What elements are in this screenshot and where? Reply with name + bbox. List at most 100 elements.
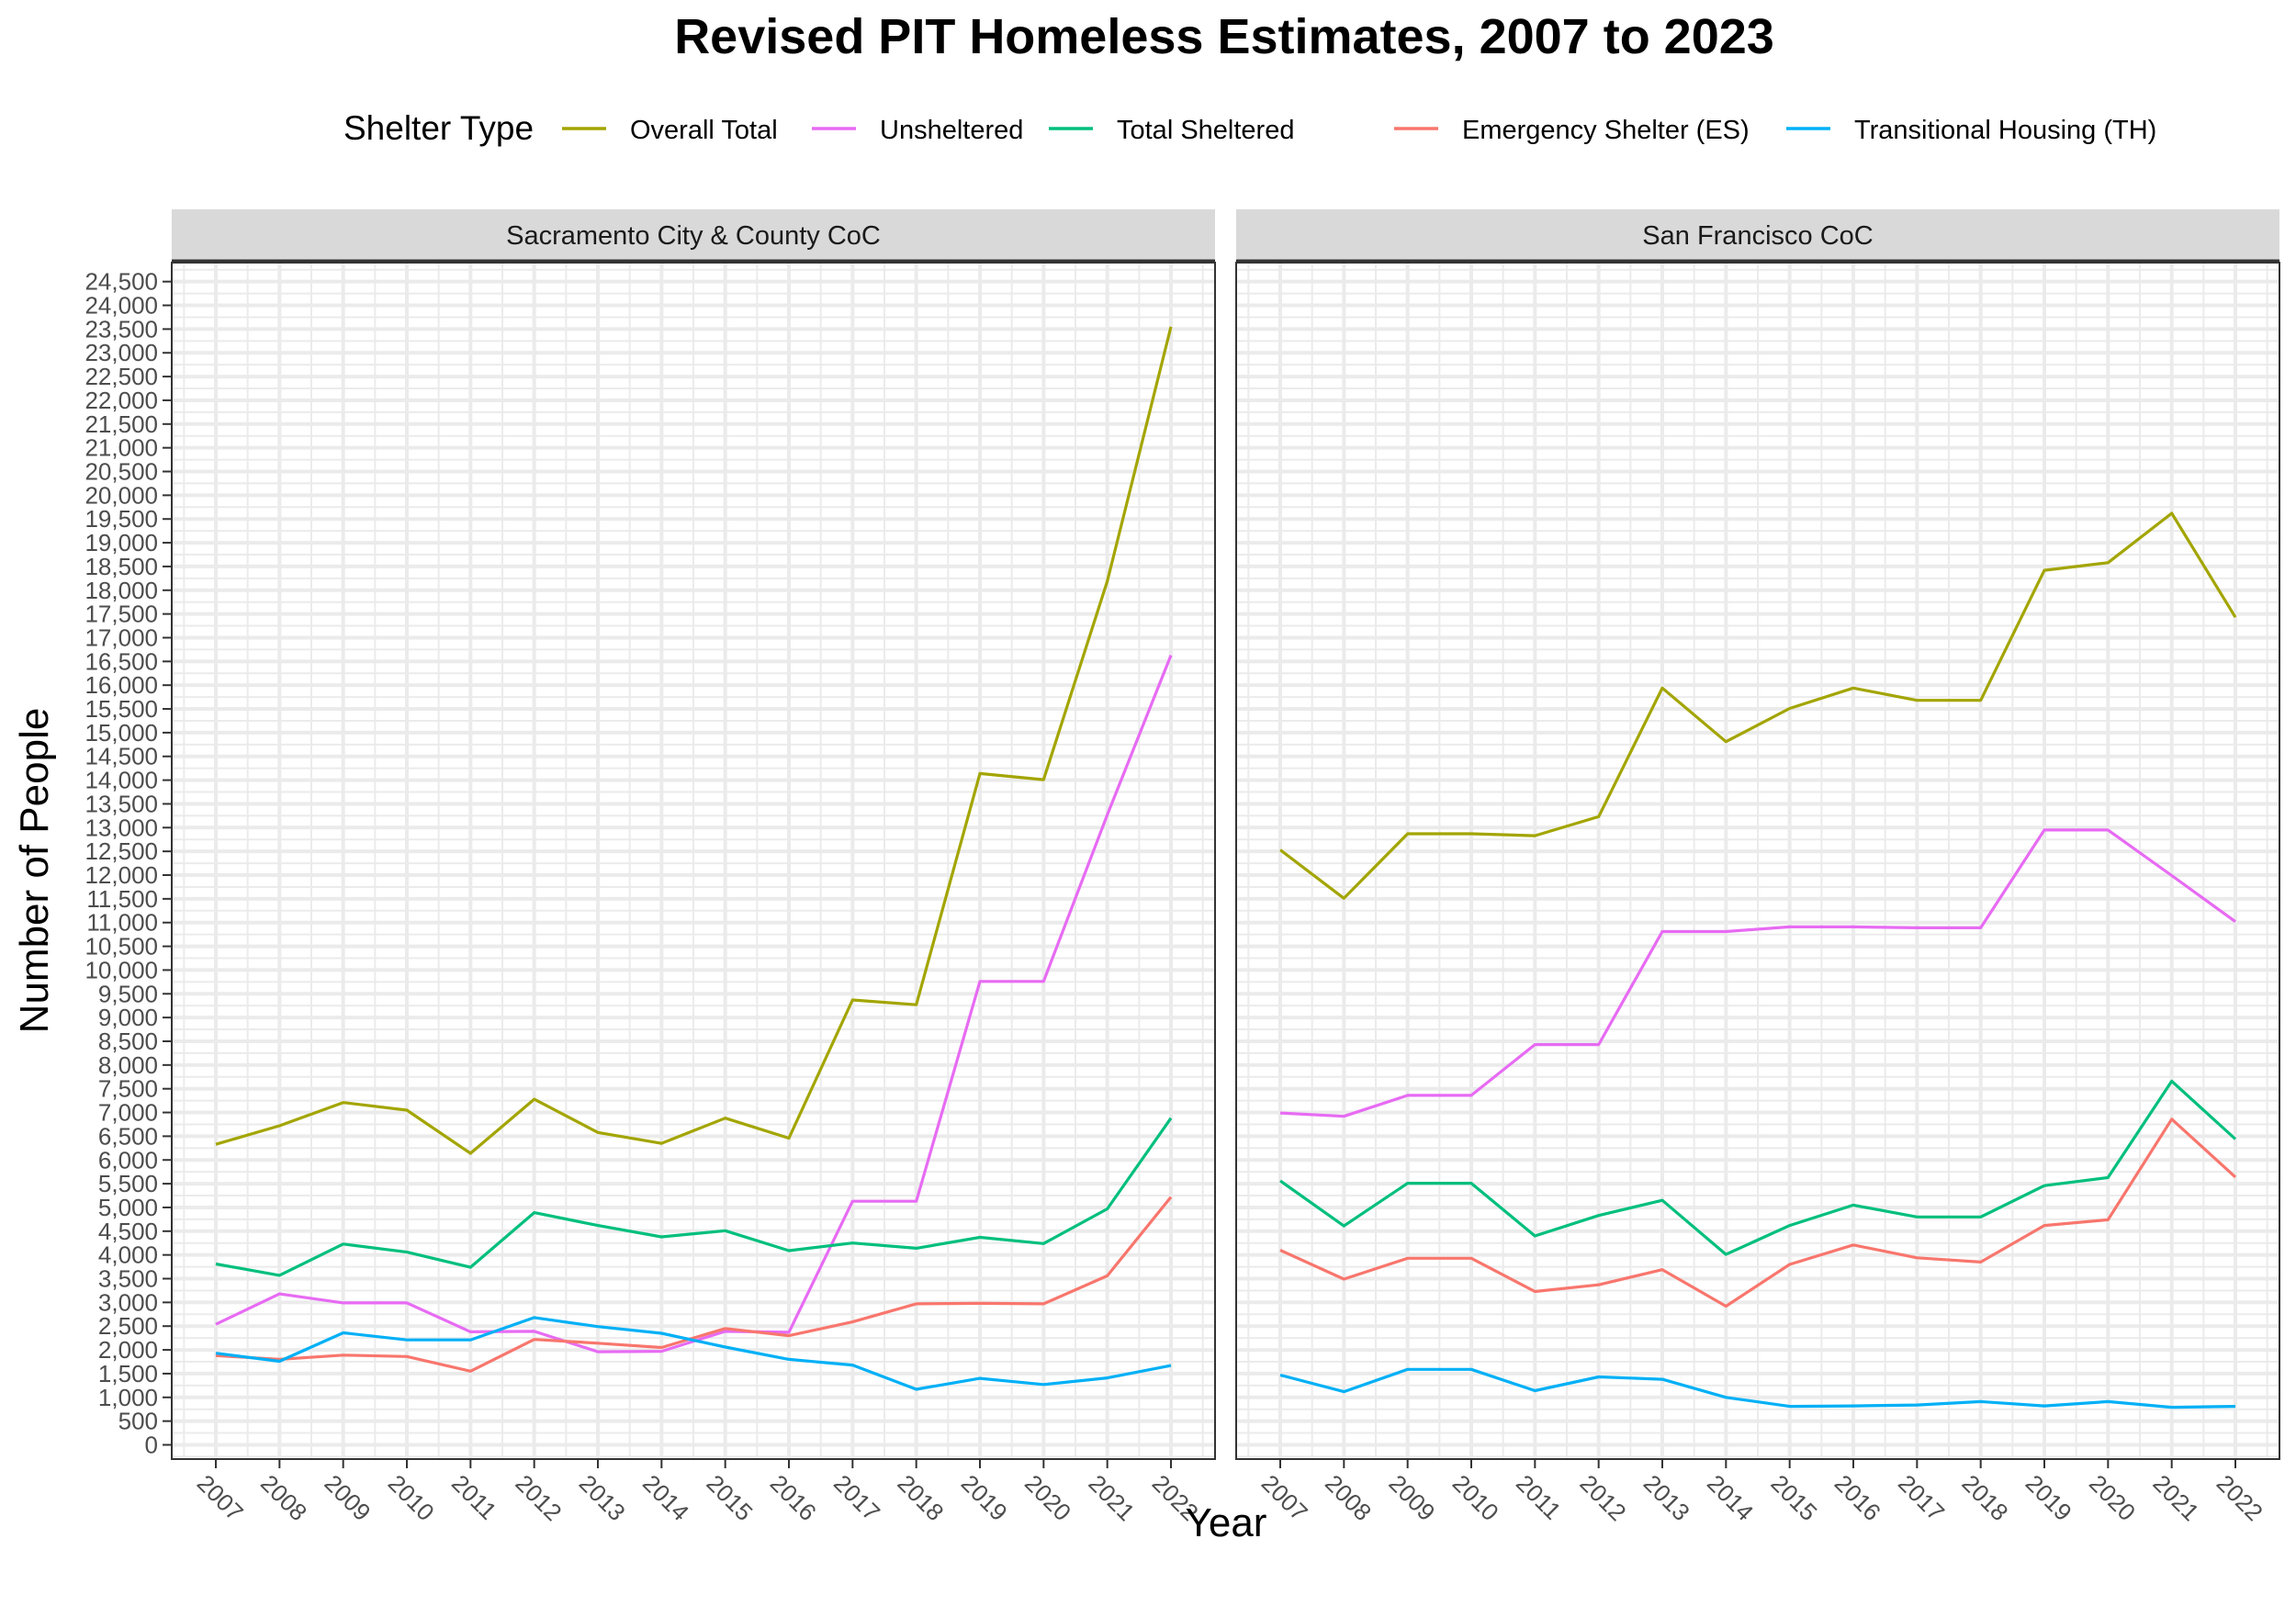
y-tick-label: 12,000 — [84, 861, 158, 889]
y-tick-label: 24,500 — [84, 268, 158, 296]
y-tick-label: 18,000 — [84, 577, 158, 604]
x-tick-label: 2011 — [446, 1469, 502, 1525]
y-tick-label: 19,000 — [84, 529, 158, 556]
x-tick-label: 2017 — [1893, 1469, 1950, 1526]
y-tick-label: 11,500 — [86, 885, 158, 913]
legend-label: Transitional Housing (TH) — [1854, 116, 2156, 145]
legend-item: Total Sheltered — [1049, 116, 1294, 145]
panel-border — [1235, 262, 2280, 1460]
y-tick-label: 500 — [118, 1408, 158, 1435]
legend-label: Unsheltered — [880, 116, 1023, 145]
y-tick-label: 21,000 — [84, 434, 158, 462]
series-line-unsheltered — [1279, 828, 2236, 1118]
x-tick-label: 2019 — [2020, 1469, 2077, 1526]
legend-item: Transitional Housing (TH) — [1786, 116, 2156, 145]
y-tick-label: 8,500 — [98, 1028, 158, 1055]
x-tick-label: 2018 — [1956, 1469, 2013, 1526]
series-line-total-sheltered — [215, 1117, 1173, 1277]
y-tick-label: 3,500 — [98, 1265, 158, 1293]
y-tick-label: 5,500 — [98, 1170, 158, 1197]
y-tick-label: 4,500 — [98, 1218, 158, 1245]
x-tick-label: 2018 — [892, 1469, 949, 1526]
series-line-overall-total — [1279, 511, 2237, 900]
y-tick-label: 0 — [145, 1431, 158, 1458]
y-tick-label: 10,500 — [84, 933, 158, 960]
y-tick-label: 10,000 — [84, 956, 158, 983]
y-tick-label: 14,500 — [84, 743, 158, 770]
x-tick-label: 2016 — [765, 1469, 822, 1526]
panel-strip-label: San Francisco CoC — [1642, 221, 1873, 251]
legend: Shelter Type Overall Total Unsheltered Tot… — [343, 109, 2156, 147]
y-tick-label: 5,000 — [98, 1194, 158, 1221]
y-tick-label: 23,000 — [84, 339, 158, 366]
x-tick-label: 2012 — [1574, 1469, 1631, 1526]
x-tick-label: 2008 — [255, 1469, 312, 1526]
x-tick-label: 2020 — [1019, 1469, 1076, 1526]
y-tick-label: 4,000 — [98, 1241, 158, 1269]
x-tick-label: 2020 — [2084, 1469, 2141, 1526]
grid — [172, 263, 1215, 1459]
series-line-transitional-housing-th — [215, 1316, 1172, 1391]
y-tick-label: 7,000 — [98, 1099, 158, 1127]
panel-strip — [1236, 209, 2279, 260]
panel: Sacramento City & County CoC 2007 2008 2009… — [84, 209, 1216, 1526]
y-tick-label: 16,000 — [84, 671, 158, 699]
x-axis: 2007 2008 2009 2010 2011 2012 2013 2014 2015 2016… — [1256, 1459, 2268, 1526]
x-tick-label: 2008 — [1320, 1469, 1377, 1526]
y-tick-label: 20,000 — [84, 481, 158, 509]
y-axis-title: Number of People — [12, 708, 57, 1034]
x-tick-label: 2014 — [637, 1469, 694, 1526]
y-tick-label: 6,000 — [98, 1146, 158, 1174]
x-tick-label: 2014 — [1702, 1469, 1759, 1526]
x-tick-label: 2021 — [1083, 1469, 1140, 1526]
y-axis: 05001,0001,5002,0002,5003,0003,5004,0004… — [84, 268, 172, 1458]
grid — [1236, 263, 2279, 1459]
y-tick-label: 15,500 — [84, 695, 158, 723]
y-tick-label: 17,000 — [84, 623, 158, 651]
y-tick-label: 12,500 — [84, 837, 158, 865]
x-axis-title: Year — [1186, 1500, 1267, 1545]
x-tick-label: 2016 — [1829, 1469, 1886, 1526]
x-tick-label: 2019 — [956, 1469, 1013, 1526]
y-tick-label: 3,000 — [98, 1288, 158, 1316]
x-tick-label: 2009 — [1383, 1469, 1440, 1526]
y-tick-label: 1,500 — [98, 1360, 158, 1387]
series-lines — [215, 326, 1173, 1391]
x-tick-label: 2013 — [1638, 1469, 1695, 1526]
legend-title: Shelter Type — [343, 109, 534, 147]
y-tick-label: 21,500 — [84, 410, 158, 438]
x-tick-label: 2007 — [192, 1469, 249, 1526]
y-tick-label: 13,500 — [84, 790, 158, 817]
y-tick-label: 18,500 — [84, 553, 158, 580]
y-tick-label: 1,000 — [98, 1384, 158, 1411]
legend-label: Total Sheltered — [1117, 116, 1294, 145]
series-line-overall-total — [215, 326, 1173, 1155]
series-line-transitional-housing-th — [1279, 1367, 2236, 1409]
y-tick-label: 14,000 — [84, 767, 158, 794]
y-tick-label: 2,000 — [98, 1336, 158, 1364]
legend-label: Emergency Shelter (ES) — [1462, 116, 1750, 145]
chart-title: Revised PIT Homeless Estimates, 2007 to … — [674, 9, 1774, 64]
legend-item: Overall Total — [562, 116, 778, 145]
x-tick-label: 2010 — [1447, 1469, 1504, 1526]
y-tick-label: 13,000 — [84, 814, 158, 841]
y-tick-label: 16,500 — [84, 647, 158, 675]
y-tick-label: 7,500 — [98, 1075, 158, 1103]
x-tick-label: 2012 — [510, 1469, 567, 1526]
y-tick-label: 11,000 — [86, 909, 158, 937]
legend-label: Overall Total — [630, 116, 778, 145]
series-line-emergency-shelter-es — [215, 1196, 1173, 1373]
y-tick-label: 9,500 — [98, 980, 158, 1007]
x-tick-label: 2021 — [2147, 1469, 2204, 1526]
y-tick-label: 8,000 — [98, 1051, 158, 1079]
panel-border — [171, 262, 1216, 1460]
y-tick-label: 22,000 — [84, 387, 158, 414]
y-tick-label: 17,500 — [84, 601, 158, 628]
x-tick-label: 2009 — [319, 1469, 376, 1526]
y-tick-label: 6,500 — [98, 1122, 158, 1150]
y-tick-label: 15,000 — [84, 719, 158, 747]
x-tick-label: 2013 — [574, 1469, 631, 1526]
